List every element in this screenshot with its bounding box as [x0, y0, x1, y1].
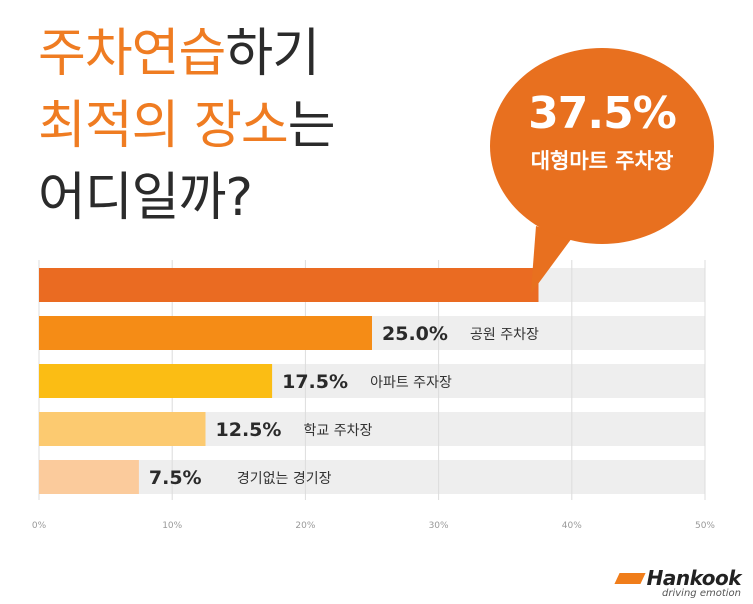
title-line-2: 최적의 장소는 [38, 90, 336, 162]
logo-mark-icon [614, 572, 646, 584]
data-label: 12.5% [216, 419, 282, 441]
category-label: 경기없는 경기장 [237, 471, 332, 487]
logo-tagline: driving emotion [662, 588, 741, 599]
bar [39, 268, 539, 302]
bar [39, 412, 206, 446]
x-tick-label: 0% [32, 521, 47, 531]
category-label: 학교 주차장 [304, 423, 373, 439]
title-line-3: 어디일까? [38, 168, 253, 228]
bar [39, 364, 273, 398]
chart-title: 주차연습하기 최적의 장소는 어디일까? [38, 18, 336, 234]
title-highlight-1: 주차연습 [38, 24, 226, 84]
x-tick-label: 10% [162, 521, 182, 531]
data-label: 25.0% [382, 323, 448, 345]
bar [39, 316, 372, 350]
title-line-1: 주차연습하기 [38, 18, 335, 90]
callout-value: 37.5% [528, 88, 677, 139]
hankook-logo: Hankook driving emotion [614, 566, 742, 599]
x-tick-label: 30% [429, 521, 449, 531]
x-tick-label: 50% [695, 521, 715, 531]
data-label: 7.5% [149, 467, 202, 489]
title-rest-1: 하기 [225, 24, 320, 84]
logo-name: Hankook [646, 566, 742, 590]
data-label: 17.5% [282, 371, 348, 393]
x-tick-label: 40% [562, 521, 582, 531]
category-label: 아파트 주자장 [370, 375, 452, 391]
bar-track [39, 460, 705, 494]
callout-label: 대형마트 주차장 [530, 149, 674, 173]
bar [39, 460, 139, 494]
callout-bubble: 37.5% 대형마트 주차장 [490, 48, 714, 244]
title-highlight-2: 최적의 장소 [38, 96, 289, 156]
category-label: 공원 주차장 [470, 327, 539, 343]
x-tick-label: 20% [295, 521, 315, 531]
title-rest-2: 는 [287, 96, 336, 156]
